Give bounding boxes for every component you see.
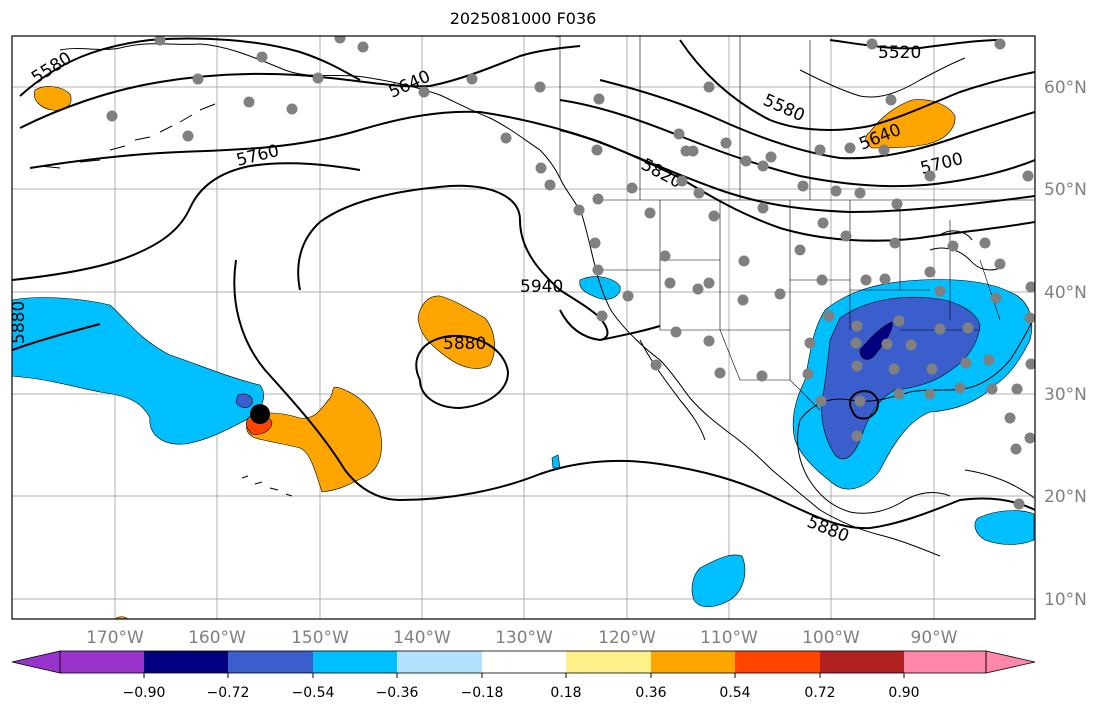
map-frame [11,35,1036,620]
contour-5820 [559,129,1035,242]
alaska-coast [59,43,561,179]
contour-label: 5580 [28,48,75,88]
contour-5700 [559,99,1035,188]
contour-5880-gulf [849,390,879,420]
contour-label: 5820 [638,155,686,193]
height-contours [12,37,1035,530]
contour-5880-main [12,162,361,281]
lat-tick-label: 60°N [1044,78,1087,98]
lon-tick-label: 170°W [86,628,144,648]
lat-tick-label: 20°N [1044,487,1087,507]
contour-5520 [829,39,1001,50]
lat-tick-label: 50°N [1044,180,1087,200]
colorbar-swatch [482,651,566,673]
colorbar-tick-label: 0.18 [550,685,581,701]
contour-5940-right [599,325,661,341]
lat-tick-label: 10°N [1044,590,1087,610]
tropical-cyclone-marker [250,404,270,424]
colorbar-tick-label: −0.18 [461,685,504,701]
colorbar-tick-label: −0.36 [376,685,419,701]
north-america-west-coast [559,177,941,557]
colorbar-tick-label: −0.90 [123,685,166,701]
colorbar-swatch [820,651,904,673]
colorbar-swatch [397,651,482,673]
lon-tick-label: 160°W [188,628,246,648]
shade-hawaii-dot [235,393,253,408]
lon-tick-label: 110°W [700,628,758,648]
colorbar-swatch [904,651,986,673]
contour-label: 5520 [878,43,921,63]
colorbar-swatch [313,651,397,673]
contour-label: 5580 [760,90,808,126]
aleutians [39,103,216,169]
lon-tick-label: 120°W [598,628,656,648]
lon-tick-label: 90°W [911,628,958,648]
hudson-bay [799,57,966,98]
colorbar-tick-label: 0.36 [635,685,666,701]
colorbar-tick-label: 0.72 [804,685,835,701]
colorbar-swatch [566,651,651,673]
contour-5640-nw [19,45,581,129]
hawaii-islands [241,475,293,497]
contour-5580-nw [19,37,361,97]
colorbar: −0.90 −0.72 −0.54 −0.36 −0.18 0.18 0.36 … [11,650,1036,701]
lon-tick-label: 140°W [393,628,451,648]
contour-5940 [297,184,609,342]
mexico-gulf [797,419,951,514]
latitude-labels: 10°N 20°N 30°N 40°N 50°N 60°N [1044,78,1087,610]
contour-5760 [29,110,1035,214]
baja [639,339,706,441]
lon-tick-label: 130°W [495,628,553,648]
colorbar-tick-label: −0.72 [207,685,250,701]
map-title: 2025081000 F036 [449,9,597,28]
positive-shading [34,86,956,619]
contour-5880-south [233,259,1035,530]
contour-label: 5880 [443,334,486,354]
contour-label: 5760 [234,141,281,171]
colorbar-swatch [60,651,144,673]
lat-tick-label: 40°N [1044,283,1087,303]
longitude-labels: 170°W 160°W 150°W 140°W 130°W 120°W 110°… [86,628,958,648]
shade-hudson [865,99,956,149]
colorbar-extend-low [11,650,61,674]
contour-5640-e [599,79,1035,160]
colorbar-extend-high [985,650,1036,674]
shade-gulf-core [859,321,893,360]
lat-tick-label: 30°N [1044,385,1087,405]
colorbar-swatch [735,651,820,673]
coastlines [39,43,1035,557]
shade-bc-spot [551,454,561,469]
station-dots [106,36,1035,510]
colorbar-swatch [651,651,735,673]
contour-5580-e [679,39,1035,131]
lon-tick-label: 100°W [802,628,860,648]
colorbar-swatch [228,651,313,673]
colorbar-tick-label: −0.54 [292,685,335,701]
negative-shading [12,276,1035,608]
colorbar-swatch [144,651,228,673]
shade-baja-small [579,276,621,300]
contour-label: 5940 [520,277,563,297]
shade-hawaii-east [246,386,382,493]
gulf-coast [799,317,1035,421]
contour-5880-loop [415,334,510,410]
contour-label: 5880 [9,301,29,344]
lon-tick-label: 150°W [291,628,349,648]
contour-label: 5640 [386,67,434,103]
shade-pacific-mid [417,295,495,369]
contour-5880-far [12,323,101,351]
cuba [964,469,1035,499]
contour-label: 5880 [804,512,852,547]
shade-pacific-west [12,297,264,445]
colorbar-tick-label: 0.54 [719,685,750,701]
shade-east-pacific [691,554,746,608]
colorbar-tick-label: 0.90 [888,685,919,701]
great-lakes [929,230,1001,271]
shade-caribbean [974,510,1035,545]
